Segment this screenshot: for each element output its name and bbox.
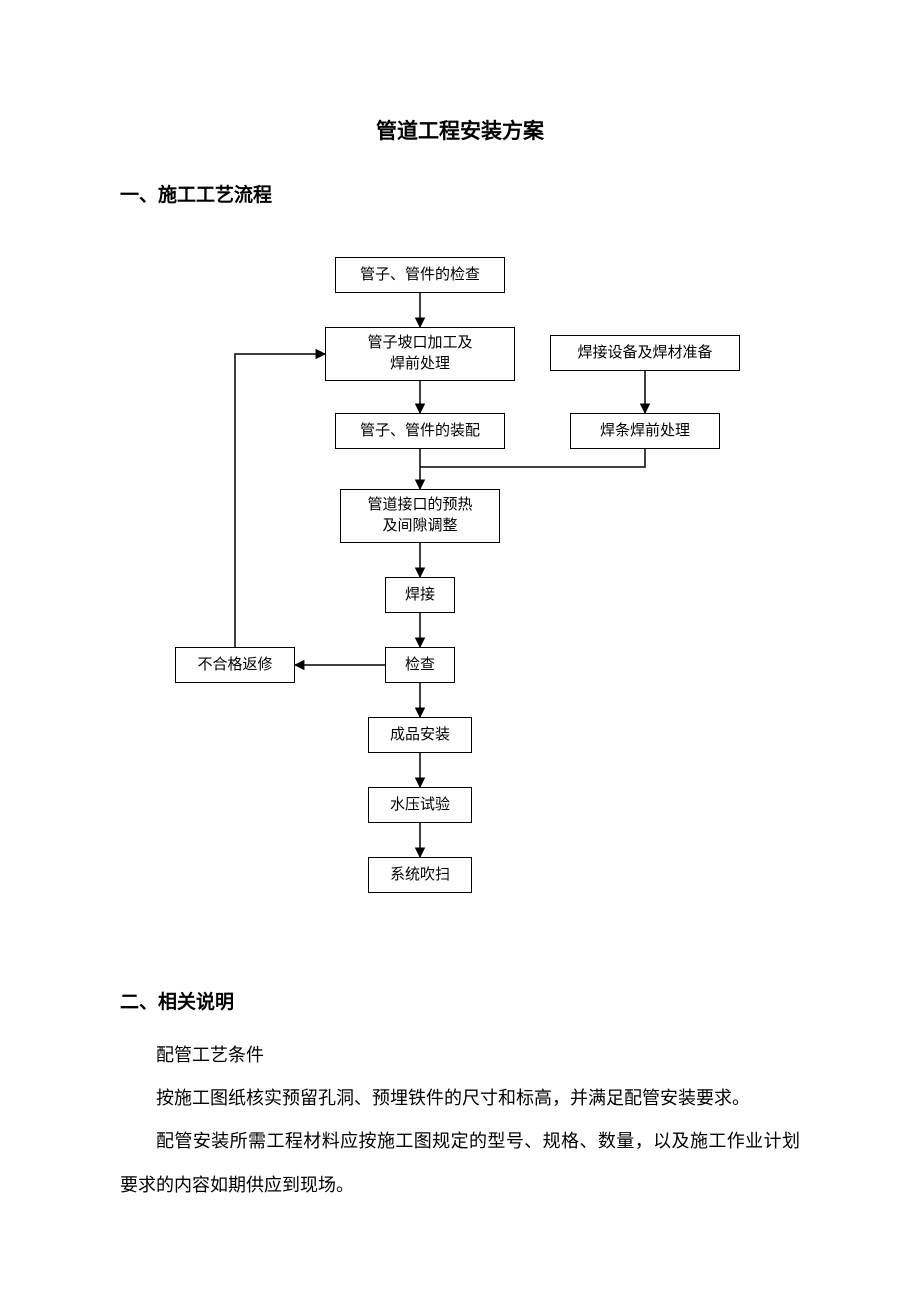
section2-subheading: 配管工艺条件 [120,1034,800,1077]
flow-node-n3: 焊接设备及焊材准备 [550,335,740,371]
flow-node-n6: 管道接口的预热及间隙调整 [340,489,500,543]
flow-node-n11: 水压试验 [368,787,472,823]
flow-node-n4: 管子、管件的装配 [335,413,505,449]
section2-heading: 二、相关说明 [120,987,800,1014]
paragraph-1: 按施工图纸核实预留孔洞、预埋铁件的尺寸和标高，并满足配管安装要求。 [120,1077,800,1120]
section1-heading: 一、施工工艺流程 [120,180,800,207]
flow-node-n5: 焊条焊前处理 [570,413,720,449]
flow-node-n9: 不合格返修 [175,647,295,683]
flow-node-n12: 系统吹扫 [368,857,472,893]
paragraph-2: 配管安装所需工程材料应按施工图规定的型号、规格、数量，以及施工作业计划要求的内容… [120,1120,800,1206]
flow-node-n10: 成品安装 [368,717,472,753]
flow-node-n7: 焊接 [385,577,455,613]
flow-edge-n9-n2 [235,354,325,647]
process-flowchart: 管子、管件的检查管子坡口加工及焊前处理焊接设备及焊材准备管子、管件的装配 焊条焊前… [120,227,800,947]
flow-node-n1: 管子、管件的检查 [335,257,505,293]
flow-node-n2: 管子坡口加工及焊前处理 [325,327,515,381]
flow-edge-n5-merge [420,449,645,467]
flow-node-n8: 检查 [385,647,455,683]
document-title: 管道工程安装方案 [120,115,800,145]
